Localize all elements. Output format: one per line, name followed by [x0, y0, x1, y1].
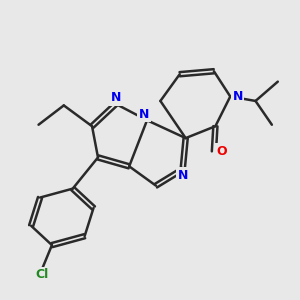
Text: N: N: [178, 169, 188, 182]
Text: N: N: [111, 92, 121, 104]
Text: Cl: Cl: [35, 268, 48, 281]
Text: N: N: [139, 108, 149, 121]
Text: O: O: [216, 145, 226, 158]
Text: N: N: [232, 90, 243, 103]
